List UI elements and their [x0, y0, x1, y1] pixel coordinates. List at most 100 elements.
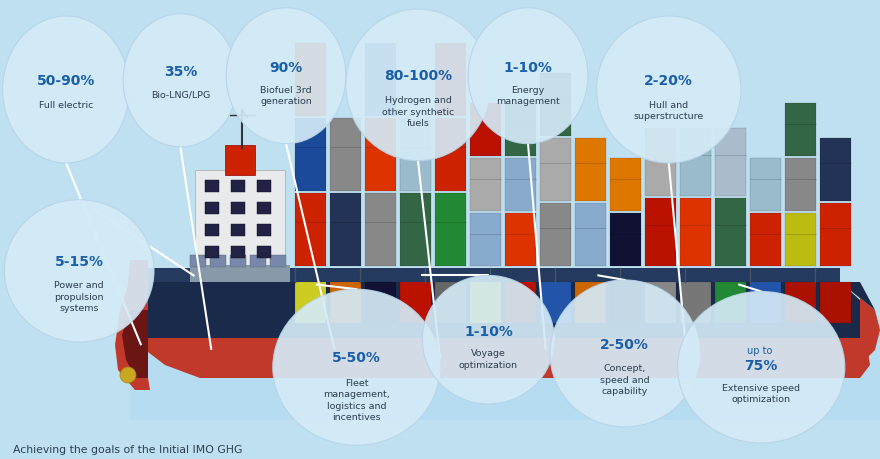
Polygon shape — [840, 282, 880, 365]
Bar — [505, 213, 536, 266]
Bar — [365, 282, 396, 323]
Bar — [680, 282, 711, 323]
Text: Hull and
superstructure: Hull and superstructure — [634, 101, 704, 121]
Bar — [257, 224, 271, 236]
Bar — [540, 203, 571, 266]
Bar — [715, 282, 746, 323]
Text: Fleet
management,
logistics and
incentives: Fleet management, logistics and incentiv… — [323, 379, 390, 422]
Bar — [820, 282, 851, 323]
Text: 1-10%: 1-10% — [503, 61, 553, 74]
Bar — [400, 193, 431, 266]
Bar — [231, 202, 245, 214]
Bar — [470, 158, 501, 211]
Text: 2-20%: 2-20% — [644, 74, 693, 88]
Ellipse shape — [550, 280, 700, 427]
Ellipse shape — [3, 16, 129, 163]
Bar — [575, 138, 606, 201]
Bar — [205, 180, 219, 192]
Text: 35%: 35% — [164, 65, 197, 79]
Polygon shape — [840, 282, 875, 310]
Text: Hydrogen and
other synthetic
fuels: Hydrogen and other synthetic fuels — [382, 96, 454, 128]
Bar — [435, 118, 466, 191]
Bar — [470, 103, 501, 156]
Bar — [540, 73, 571, 136]
Bar — [231, 224, 245, 236]
Text: 5-15%: 5-15% — [55, 255, 104, 269]
Bar — [540, 138, 571, 201]
Circle shape — [120, 367, 136, 383]
Bar — [750, 282, 781, 323]
Bar — [365, 118, 396, 191]
Bar — [270, 255, 286, 267]
Text: 90%: 90% — [269, 61, 303, 74]
Bar — [645, 198, 676, 266]
Bar — [230, 255, 246, 267]
Bar — [400, 118, 431, 191]
Bar — [750, 213, 781, 266]
Text: 80-100%: 80-100% — [384, 69, 452, 83]
Bar — [785, 213, 816, 266]
Bar — [330, 282, 361, 323]
Bar — [645, 282, 676, 323]
Bar — [680, 128, 711, 196]
Ellipse shape — [597, 16, 741, 163]
Text: 50-90%: 50-90% — [37, 74, 95, 88]
Text: Voyage
optimization: Voyage optimization — [458, 349, 518, 370]
Bar — [400, 282, 431, 323]
Bar — [231, 180, 245, 192]
Bar — [505, 282, 536, 323]
Text: 75%: 75% — [744, 358, 778, 373]
Bar — [715, 198, 746, 266]
Bar — [820, 138, 851, 201]
Bar — [435, 193, 466, 266]
Bar — [645, 128, 676, 196]
Polygon shape — [135, 282, 870, 338]
Bar — [435, 43, 466, 116]
Bar — [820, 203, 851, 266]
Bar — [505, 103, 536, 156]
Ellipse shape — [468, 8, 588, 144]
Bar — [295, 193, 326, 266]
Ellipse shape — [422, 275, 554, 404]
Ellipse shape — [273, 289, 440, 445]
Bar — [505, 158, 536, 211]
Bar — [210, 255, 226, 267]
Text: Biofuel 3rd
generation: Biofuel 3rd generation — [260, 86, 312, 106]
Polygon shape — [130, 320, 880, 420]
Text: Extensive speed
optimization: Extensive speed optimization — [722, 384, 800, 404]
Bar — [205, 202, 219, 214]
Bar — [610, 282, 641, 323]
Bar — [330, 118, 361, 191]
Text: up to: up to — [747, 346, 775, 356]
Text: Achieving the goals of the Initial IMO GHG
Strategy will require a mix of techni: Achieving the goals of the Initial IMO G… — [13, 445, 245, 459]
Bar — [330, 193, 361, 266]
Bar — [295, 118, 326, 191]
Bar — [225, 145, 255, 175]
Text: Concept,
speed and
capability: Concept, speed and capability — [600, 364, 649, 396]
Bar — [575, 203, 606, 266]
Bar — [148, 268, 840, 282]
Polygon shape — [115, 260, 150, 390]
Bar — [715, 128, 746, 196]
Text: 5-50%: 5-50% — [332, 351, 381, 365]
Bar — [470, 282, 501, 323]
Bar — [785, 158, 816, 211]
Bar — [785, 282, 816, 323]
Bar — [610, 213, 641, 266]
Text: Energy
management: Energy management — [496, 86, 560, 106]
Bar — [190, 265, 290, 282]
Bar — [190, 255, 206, 267]
Ellipse shape — [678, 291, 845, 443]
Bar — [250, 255, 266, 267]
Bar — [257, 202, 271, 214]
Bar — [231, 246, 245, 258]
Bar — [195, 170, 285, 270]
Bar — [257, 246, 271, 258]
Ellipse shape — [4, 200, 154, 342]
Text: Bio-LNG/LPG: Bio-LNG/LPG — [150, 90, 210, 99]
Bar — [295, 282, 326, 323]
Polygon shape — [122, 310, 148, 378]
Bar — [295, 43, 326, 116]
Bar — [610, 158, 641, 211]
Text: Power and
propulsion
systems: Power and propulsion systems — [55, 281, 104, 313]
